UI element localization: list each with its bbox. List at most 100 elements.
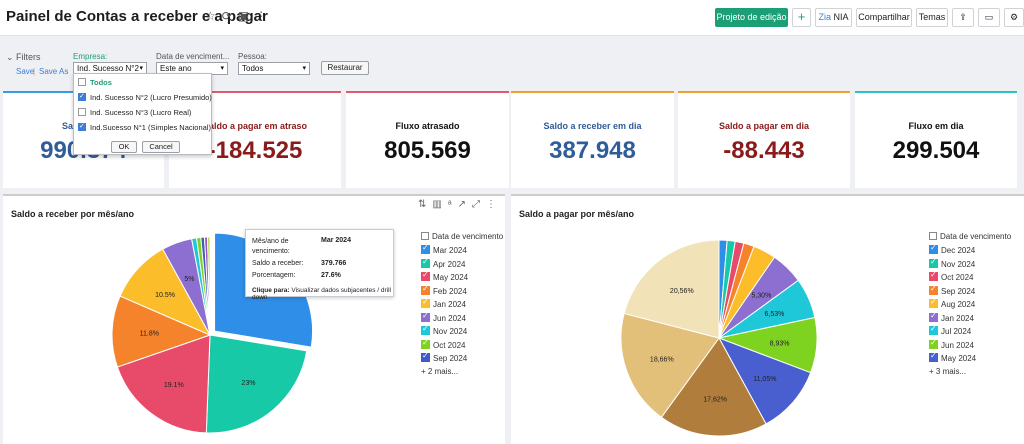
payable-legend: Data de vencimento Dec 2024 Nov 2024 Oct 20… bbox=[929, 232, 1019, 377]
refresh-icon[interactable]: ⟳ bbox=[221, 9, 232, 23]
cancel-button[interactable]: Cancel bbox=[142, 141, 180, 153]
more-icon[interactable]: ⋮ bbox=[255, 9, 268, 23]
empresa-label: Empresa: bbox=[73, 52, 108, 61]
legend-label: Aug 2024 bbox=[941, 300, 976, 309]
legend-item[interactable]: Jan 2024 bbox=[421, 297, 466, 311]
legend-item[interactable]: Feb 2024 bbox=[421, 284, 467, 298]
more-icon[interactable]: ⋮ bbox=[485, 199, 496, 210]
tooltip-value-percent: 27.6% bbox=[321, 272, 341, 279]
tooltip-footer-label: Clique para: bbox=[252, 287, 290, 294]
legend-item[interactable]: Apr 2024 bbox=[421, 257, 465, 271]
link-divider: | bbox=[33, 67, 36, 76]
open-icon[interactable]: ↗ bbox=[457, 199, 466, 210]
legend-item[interactable]: Dec 2024 bbox=[929, 243, 975, 257]
legend-swatch bbox=[421, 297, 430, 308]
chart-title: Saldo a receber por mês/ano bbox=[11, 209, 135, 219]
legend-label: May 2024 bbox=[433, 273, 469, 282]
tooltip-key-saldo: Saldo a receber: bbox=[252, 260, 304, 267]
save-link[interactable]: Save bbox=[16, 67, 35, 76]
legend-item[interactable]: Nov 2024 bbox=[421, 324, 467, 338]
legend-item[interactable]: Jan 2024 bbox=[929, 311, 974, 325]
kpi-value: 387.948 bbox=[549, 137, 636, 164]
checkbox-icon bbox=[929, 232, 937, 240]
legend-item[interactable]: Sep 2024 bbox=[929, 284, 975, 298]
pie-slice[interactable] bbox=[620, 312, 720, 418]
empresa-value: Ind. Sucesso N°2 bbox=[77, 64, 139, 73]
legend-more[interactable]: + 2 mais... bbox=[421, 366, 459, 376]
kpi-card[interactable]: Fluxo em dia 299.504 bbox=[855, 91, 1017, 188]
pessoa-select[interactable]: Todos ▾ bbox=[238, 62, 310, 75]
legend-swatch bbox=[421, 351, 430, 362]
nia-button[interactable]: Zia NIA bbox=[815, 8, 852, 27]
legend-item[interactable]: Oct 2024 bbox=[421, 338, 465, 352]
legend-label: Feb 2024 bbox=[433, 286, 467, 296]
export-icon[interactable]: ⇪ bbox=[952, 8, 974, 27]
legend-item[interactable]: Nov 2024 bbox=[929, 257, 976, 271]
chart-tooltip: Mês/ano de vencimento: Mar 2024 Saldo a … bbox=[245, 229, 394, 301]
save-icon[interactable]: ▣ bbox=[237, 9, 250, 23]
save-as-link[interactable]: Save As bbox=[39, 67, 69, 76]
legend-item[interactable]: Oct 2024 bbox=[929, 270, 974, 284]
add-button[interactable]: + bbox=[792, 8, 811, 27]
legend-item[interactable]: Jul 2024 bbox=[929, 324, 972, 338]
legend-swatch bbox=[421, 324, 430, 335]
kpi-label: Saldo a pagar em atraso bbox=[202, 121, 308, 131]
legend-swatch bbox=[421, 270, 430, 281]
legend-item[interactable]: May 2024 bbox=[929, 351, 976, 365]
legend-label: Sep 2024 bbox=[433, 354, 468, 363]
pie-slice[interactable] bbox=[623, 239, 720, 339]
comment-icon[interactable]: ▭ bbox=[978, 8, 1000, 27]
legend-label: Oct 2024 bbox=[941, 273, 974, 282]
star-icon[interactable]: ☆ bbox=[205, 9, 216, 23]
legend-title[interactable]: Data de vencimento bbox=[929, 232, 1011, 244]
slice-label: 6,53% bbox=[765, 311, 785, 318]
bar-chart-icon[interactable]: ▥ bbox=[432, 199, 442, 210]
kpi-value: -184.525 bbox=[207, 137, 303, 164]
tooltip-key-month: Mês/ano de vencimento: bbox=[252, 238, 290, 255]
top-bar: Painel de Contas a receber e a pagar ☆ ⟳… bbox=[0, 0, 1024, 36]
legend-item[interactable]: Mar 2024 bbox=[421, 243, 467, 257]
legend-swatch bbox=[421, 243, 430, 254]
sort-icon[interactable]: ⇅ bbox=[418, 199, 427, 210]
legend-more[interactable]: + 3 mais... bbox=[929, 366, 967, 376]
expand-icon[interactable]: ⤢ bbox=[471, 199, 480, 210]
dropdown-option[interactable]: Ind. Sucesso N°3 (Lucro Real) bbox=[78, 108, 191, 119]
legend-label: Jul 2024 bbox=[941, 327, 972, 336]
legend-label: Jun 2024 bbox=[941, 340, 974, 350]
themes-button[interactable]: Temas bbox=[916, 8, 948, 27]
dropdown-option[interactable]: Ind. Sucesso N°2 (Lucro Presumido) bbox=[78, 92, 212, 104]
dropdown-option[interactable]: Ind.Sucesso N°1 (Simples Nacional) bbox=[78, 122, 211, 134]
share-button[interactable]: Compartilhar bbox=[856, 8, 912, 27]
edit-design-button[interactable]: Projeto de edição bbox=[715, 8, 788, 27]
kpi-card[interactable]: Saldo a pagar em dia -88.443 bbox=[678, 91, 850, 188]
legend-title[interactable]: Data de vencimento bbox=[421, 232, 503, 244]
legend-item[interactable]: Jun 2024 bbox=[421, 311, 466, 325]
legend-label: Nov 2024 bbox=[941, 259, 976, 269]
pie-slice[interactable] bbox=[207, 236, 211, 336]
legend-item[interactable]: Aug 2024 bbox=[929, 297, 976, 311]
legend-label: Jan 2024 bbox=[941, 313, 974, 323]
ok-button[interactable]: OK bbox=[111, 141, 137, 153]
kpi-card[interactable]: Saldo a receber em dia 387.948 bbox=[511, 91, 674, 188]
legend-swatch bbox=[421, 284, 430, 295]
dropdown-option-all[interactable]: Todos bbox=[78, 78, 112, 89]
legend-swatch bbox=[929, 243, 938, 254]
slice-label: 11.8% bbox=[140, 331, 159, 338]
legend-item[interactable]: Sep 2024 bbox=[421, 351, 468, 365]
legend-item[interactable]: May 2024 bbox=[421, 270, 469, 284]
pie-slice[interactable] bbox=[205, 334, 308, 434]
filters-toggle[interactable]: ⌄ Filters bbox=[6, 52, 41, 63]
tooltip-value-month: Mar 2024 bbox=[321, 237, 351, 244]
pie-slice[interactable] bbox=[717, 337, 812, 425]
caret-down-icon: ▾ bbox=[302, 65, 306, 72]
checkbox-icon bbox=[78, 78, 86, 86]
kpi-card[interactable]: Fluxo atrasado 805.569 bbox=[346, 91, 509, 188]
restore-button[interactable]: Restaurar bbox=[321, 61, 369, 75]
slice-label: 5,30% bbox=[751, 292, 771, 299]
slice-label: 10.5% bbox=[155, 292, 175, 299]
ai-icon[interactable]: ᵃ bbox=[447, 199, 452, 210]
pie-slice[interactable] bbox=[111, 295, 212, 368]
pie-slice[interactable] bbox=[660, 337, 767, 437]
legend-item[interactable]: Jun 2024 bbox=[929, 338, 974, 352]
